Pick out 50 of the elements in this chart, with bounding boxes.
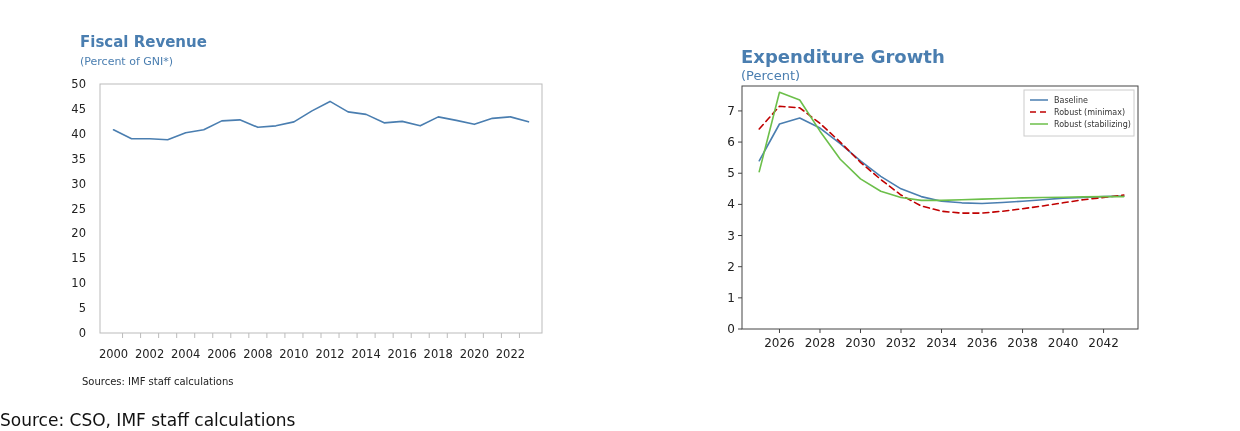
line-series <box>112 100 530 141</box>
x-tick-label: 2010 <box>279 347 309 361</box>
legend-label: Robust (stabilizing) <box>1054 120 1131 129</box>
y-tick-label: 30 <box>71 176 86 191</box>
y-tick-label: 20 <box>71 226 86 241</box>
legend-label: Robust (minimax) <box>1054 108 1126 117</box>
y-tick-label: 45 <box>71 101 86 116</box>
x-tick-label: 2028 <box>804 336 836 350</box>
x-tick-label: 2012 <box>315 347 345 361</box>
x-tick-label: 2014 <box>351 347 381 361</box>
y-tick-label: 0 <box>78 326 86 340</box>
y-tick-label: 35 <box>71 151 86 166</box>
y-tick-label: 7 <box>727 103 735 118</box>
x-tick-label: 2000 <box>98 347 129 361</box>
x-tick-label: 2040 <box>1047 336 1079 350</box>
x-tick-label: 2032 <box>885 336 917 350</box>
x-tick-label: 2030 <box>845 336 876 350</box>
source-note: Source: CSO, IMF staff calculations <box>0 410 296 430</box>
y-tick-label: 6 <box>727 135 735 150</box>
x-tick-label: 2036 <box>966 336 998 350</box>
y-tick-label: 50 <box>71 77 86 91</box>
y-tick-label: 0 <box>727 322 735 336</box>
y-tick-label: 10 <box>71 276 86 291</box>
chart-subtitle: (Percent of GNI*) <box>80 55 174 68</box>
x-tick-label: 2018 <box>423 347 453 361</box>
y-tick-label: 2 <box>727 259 735 274</box>
y-tick-label: 4 <box>727 197 735 212</box>
source-note: Sources: IMF staff calculations <box>82 376 234 387</box>
x-tick-label: 2042 <box>1088 336 1119 350</box>
x-tick-label: 2038 <box>1007 336 1038 350</box>
chart-title: Expenditure Growth <box>741 46 945 67</box>
chart-title: Fiscal Revenue <box>80 33 207 51</box>
y-tick-label: 25 <box>71 201 86 216</box>
x-tick-label: 2006 <box>207 347 237 361</box>
x-tick-label: 2034 <box>926 336 957 350</box>
x-tick-label: 2022 <box>495 347 526 361</box>
y-tick-label: 1 <box>727 290 735 305</box>
legend-label: Baseline <box>1054 96 1088 105</box>
x-tick-label: 2002 <box>134 347 165 361</box>
y-tick-label: 15 <box>71 251 86 266</box>
x-tick-label: 2020 <box>459 347 489 361</box>
y-tick-label: 5 <box>727 166 735 181</box>
x-tick-label: 2016 <box>387 347 417 361</box>
chart-subtitle: (Percent) <box>741 68 801 83</box>
y-tick-label: 5 <box>78 301 86 316</box>
x-tick-label: 2008 <box>243 347 273 361</box>
x-tick-label: 2004 <box>171 347 201 361</box>
y-tick-label: 3 <box>727 228 735 243</box>
x-tick-label: 2026 <box>764 336 795 350</box>
y-tick-label: 40 <box>71 126 86 141</box>
